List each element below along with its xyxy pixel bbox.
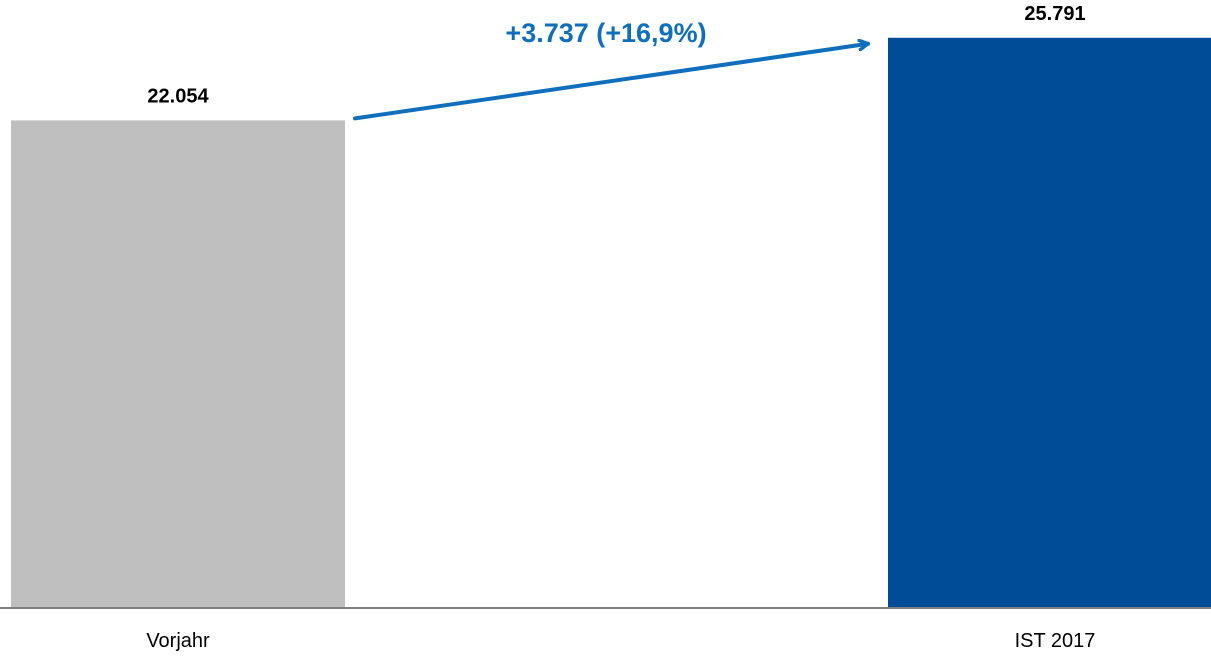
category-label-0: Vorjahr [146,630,210,652]
labels-layer: 22.054 Vorjahr 25.791 IST 2017 [146,3,1095,652]
change-arrow [353,44,870,121]
value-label-0: 22.054 [147,85,209,107]
bar-0 [11,120,345,608]
change-label: +3.737 (+16,9%) [505,18,706,48]
change-annotation: +3.737 (+16,9%) [353,18,870,121]
value-label-1: 25.791 [1024,3,1085,25]
bars-layer [11,37,1211,609]
bar-1 [888,37,1211,609]
category-label-1: IST 2017 [1015,630,1096,652]
